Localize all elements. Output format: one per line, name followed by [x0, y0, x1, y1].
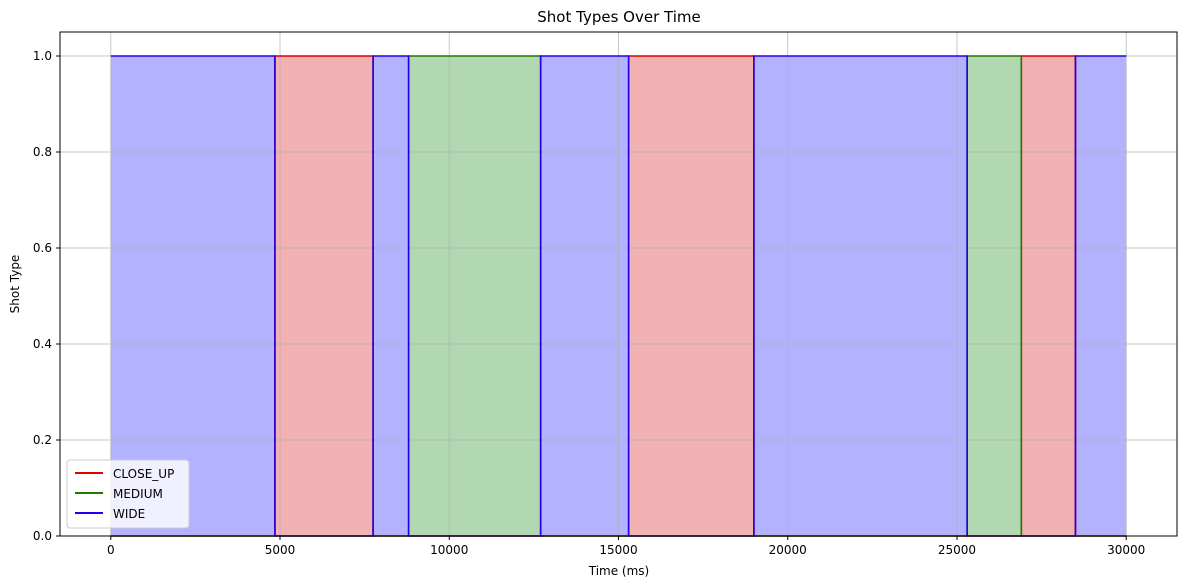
x-tick-label: 20000: [769, 543, 807, 557]
segment-fill-close-up: [274, 56, 374, 536]
segment-fill-medium: [408, 56, 541, 536]
segment-fill-close-up: [628, 56, 754, 536]
legend-label: CLOSE_UP: [113, 467, 174, 481]
legend: CLOSE_UP MEDIUM WIDE: [66, 459, 190, 529]
legend-label: MEDIUM: [113, 487, 163, 501]
segment-fill-wide: [1075, 56, 1127, 536]
x-tick-label: 0: [107, 543, 115, 557]
segment-fill-wide: [373, 56, 409, 536]
y-tick-label: 1.0: [33, 49, 52, 63]
chart-title: Shot Types Over Time: [537, 8, 700, 26]
x-axis-label: Time (ms): [588, 564, 650, 578]
legend-box: [66, 459, 190, 529]
segment-fill-wide: [540, 56, 629, 536]
segment-fill-wide: [110, 56, 275, 536]
x-tick-label: 25000: [938, 543, 976, 557]
y-tick-label: 0.4: [33, 337, 52, 351]
y-axis-label: Shot Type: [8, 255, 22, 314]
plot-area: 0 5000 10000 15000 20000 25000 30000 0.0 0.2 0.4 0…: [33, 31, 1178, 557]
y-tick-label: 0.6: [33, 241, 52, 255]
y-tick-label: 0.0: [33, 529, 52, 543]
x-tick-label: 30000: [1107, 543, 1145, 557]
y-tick-label: 0.8: [33, 145, 52, 159]
x-tick-label: 5000: [265, 543, 296, 557]
x-tick-label: 15000: [599, 543, 637, 557]
segment-fill-wide: [753, 56, 968, 536]
segment-fill-medium: [967, 56, 1022, 536]
x-tick-label: 10000: [430, 543, 468, 557]
segment-fill-close-up: [1021, 56, 1076, 536]
legend-label: WIDE: [113, 507, 145, 521]
y-tick-label: 0.2: [33, 433, 52, 447]
